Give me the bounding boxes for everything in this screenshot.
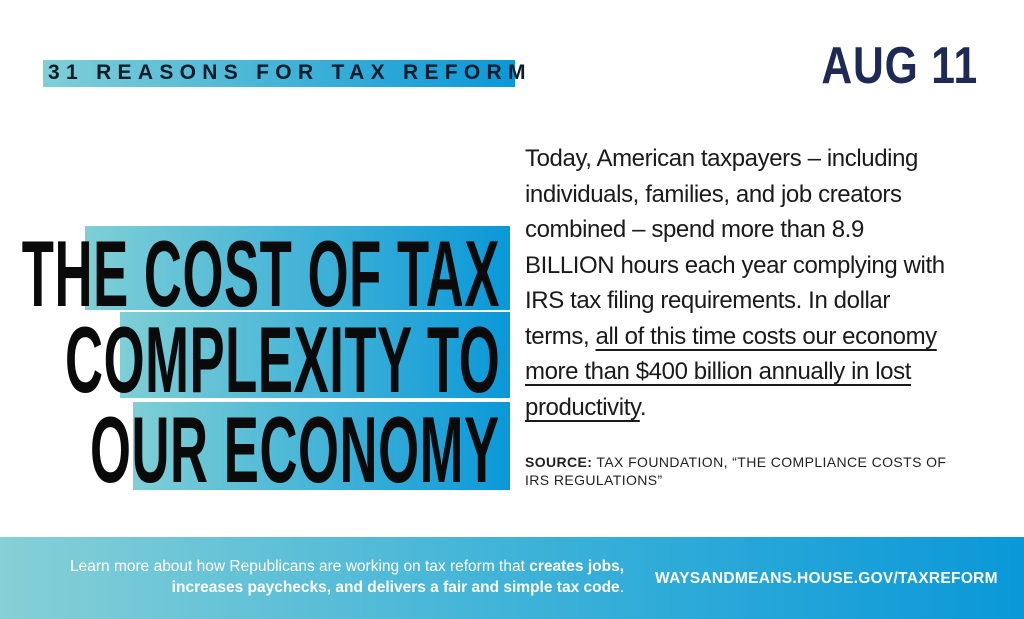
headline-line-2-bar: COMPLEXITY TO [65,307,510,412]
series-title: 31 REASONS FOR TAX REFORM [48,61,532,84]
source-citation: SOURCE: TAX FOUNDATION, “THE COMPLIANCE … [525,453,965,489]
footer-banner: Learn more about how Republicans are wor… [0,537,1024,619]
headline-line-3: OUR ECONOMY [90,397,500,502]
body-emphasis: all of this time costs our economy more … [525,322,937,421]
footer-text: Learn more about how Republicans are wor… [70,558,530,575]
headline-line-1: THE COST OF TAX [21,221,500,326]
source-label: SOURCE: [525,454,593,470]
series-banner: 31 REASONS FOR TAX REFORM [43,60,526,87]
body-paragraph: Today, American taxpayers – including in… [525,141,955,425]
footer-message: Learn more about how Republicans are wor… [4,556,624,598]
source-text: TAX FOUNDATION, “THE COMPLIANCE COSTS OF… [525,454,947,488]
footer-end: . [619,579,624,596]
headline-line-1-bar: THE COST OF TAX [22,221,510,326]
website-link[interactable]: WAYSANDMEANS.HOUSE.GOV/TAXREFORM [655,570,998,587]
body-text: Today, American taxpayers – including in… [525,145,945,350]
headline-line-3-bar: OUR ECONOMY [90,397,510,502]
body-end: . [639,393,647,421]
headline-line-2: COMPLEXITY TO [64,307,500,412]
footer-bold-text: creates jobs, increases paychecks, and d… [171,558,624,596]
date-label: AUG 11 [821,37,978,95]
